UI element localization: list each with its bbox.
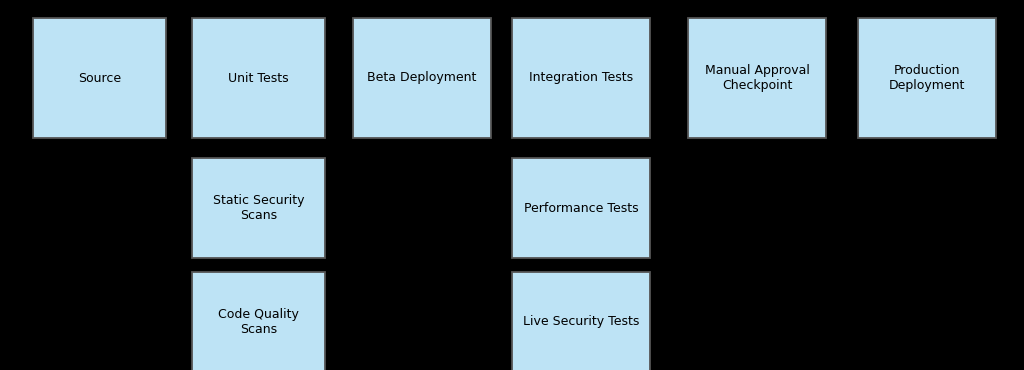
Text: Manual Approval
Checkpoint: Manual Approval Checkpoint xyxy=(705,64,809,92)
Bar xyxy=(512,18,650,138)
Bar xyxy=(512,272,650,370)
Text: Live Security Tests: Live Security Tests xyxy=(523,316,639,329)
Text: Performance Tests: Performance Tests xyxy=(523,202,638,215)
Bar xyxy=(193,272,325,370)
Bar xyxy=(193,158,325,258)
Bar xyxy=(858,18,996,138)
Text: Code Quality
Scans: Code Quality Scans xyxy=(218,308,299,336)
Text: Static Security
Scans: Static Security Scans xyxy=(213,194,304,222)
Bar xyxy=(33,18,166,138)
Text: Source: Source xyxy=(78,71,121,84)
Bar xyxy=(193,18,325,138)
Text: Integration Tests: Integration Tests xyxy=(529,71,633,84)
Bar xyxy=(512,158,650,258)
Bar xyxy=(353,18,490,138)
Bar xyxy=(688,18,826,138)
Text: Unit Tests: Unit Tests xyxy=(228,71,289,84)
Text: Beta Deployment: Beta Deployment xyxy=(368,71,477,84)
Text: Production
Deployment: Production Deployment xyxy=(889,64,966,92)
